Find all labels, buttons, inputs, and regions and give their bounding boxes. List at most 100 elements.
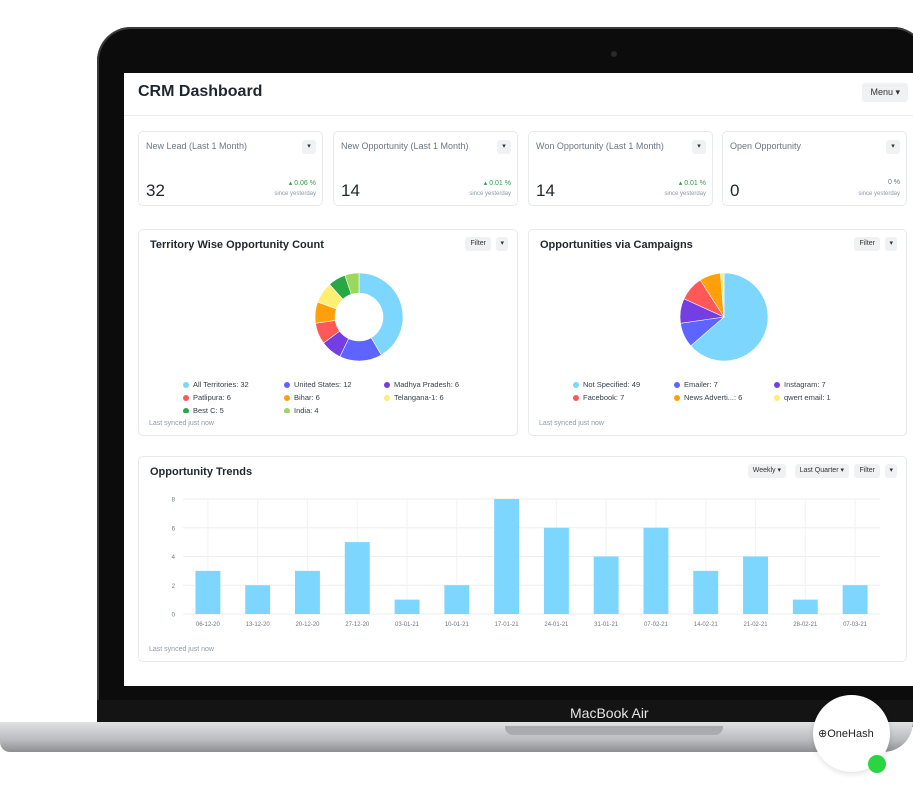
- legend-dot: [284, 395, 290, 402]
- device-label: MacBook Air: [570, 705, 649, 721]
- legend-label: News Adverti...: 6: [684, 393, 743, 402]
- page-title: CRM Dashboard: [138, 83, 263, 100]
- bar-31-01-21[interactable]: [593, 556, 619, 615]
- bar-06-12-20[interactable]: [195, 570, 221, 614]
- legend-item[interactable]: Not Specified: 49: [573, 380, 640, 389]
- card-change: 0 %: [887, 179, 900, 186]
- x-tick-label: 17-01-21: [495, 622, 520, 628]
- legend-dot: [284, 382, 290, 389]
- pie-slice-india[interactable]: [344, 272, 360, 295]
- range-dropdown[interactable]: Last Quarter ▾: [794, 464, 849, 478]
- bar-17-01-21[interactable]: [494, 499, 520, 614]
- weekly-dropdown[interactable]: Weekly ▾: [747, 464, 786, 478]
- pie-slice-qwert-email[interactable]: [720, 272, 725, 318]
- territory-legend: All Territories: 32 United States: 12 Madh…: [183, 380, 513, 413]
- legend-label: qwert email: 1: [784, 393, 831, 402]
- legend-item[interactable]: Facebook: 7: [573, 393, 624, 402]
- number-card-new-opportunity: New Opportunity (Last 1 Month) ▾ 14 ▴ 0.…: [333, 131, 518, 206]
- synced-text: Last synced just now: [149, 420, 214, 427]
- legend-item[interactable]: News Adverti...: 6: [674, 393, 742, 402]
- x-tick-label: 10-01-21: [445, 622, 470, 628]
- card-title: Won Opportunity (Last 1 Month): [536, 141, 664, 151]
- x-tick-label: 27-12-20: [345, 622, 370, 628]
- legend-dot: [674, 382, 680, 389]
- legend-label: Bihar: 6: [294, 393, 320, 402]
- y-tick-label: 8: [172, 498, 176, 504]
- card-dropdown-icon[interactable]: ▾: [302, 140, 316, 154]
- filter-button[interactable]: Filter: [465, 237, 491, 251]
- legend-item[interactable]: Patlipura: 6: [183, 393, 231, 402]
- number-card-open-opportunity: Open Opportunity ▾ 0 0 % since yesterday: [722, 131, 907, 206]
- legend-label: Madhya Pradesh: 6: [394, 380, 460, 389]
- chevron-down-icon[interactable]: ▾: [885, 237, 897, 251]
- card-value: 0: [730, 181, 740, 200]
- legend-dot: [774, 395, 780, 402]
- legend-dot: [573, 395, 579, 402]
- legend-item[interactable]: Madhya Pradesh: 6: [384, 380, 459, 389]
- legend-dot: [183, 395, 189, 402]
- legend-label: Facebook: 7: [583, 393, 625, 402]
- card-title: New Opportunity (Last 1 Month): [341, 141, 469, 151]
- legend-item[interactable]: United States: 12: [284, 380, 352, 389]
- y-tick-label: 4: [172, 555, 176, 561]
- bar-03-01-21[interactable]: [394, 599, 420, 614]
- card-dropdown-icon[interactable]: ▾: [886, 140, 900, 154]
- bar-14-02-21[interactable]: [693, 570, 719, 614]
- pie-slice-not-specified[interactable]: [690, 272, 769, 362]
- legend-dot: [774, 382, 780, 389]
- legend-item[interactable]: qwert email: 1: [774, 393, 831, 402]
- menu-button[interactable]: Menu ▾: [862, 83, 908, 102]
- territory-donut-chart: [314, 272, 404, 362]
- chevron-down-icon[interactable]: ▾: [496, 237, 508, 251]
- status-dot: [868, 755, 886, 773]
- chevron-down-icon[interactable]: ▾: [885, 464, 897, 478]
- bar-10-01-21[interactable]: [444, 585, 470, 614]
- x-tick-label: 28-02-21: [793, 622, 818, 628]
- y-tick-label: 0: [172, 613, 176, 619]
- legend-item[interactable]: All Territories: 32: [183, 380, 249, 389]
- legend-item[interactable]: Telangana-1: 6: [384, 393, 444, 402]
- campaign-pie-chart: [679, 272, 769, 362]
- legend-item[interactable]: Instagram: 7: [774, 380, 826, 389]
- synced-text: Last synced just now: [539, 420, 604, 427]
- legend-item[interactable]: Emailer: 7: [674, 380, 718, 389]
- legend-item[interactable]: India: 4: [284, 406, 319, 413]
- card-title: Open Opportunity: [730, 141, 802, 151]
- filter-button[interactable]: Filter: [854, 464, 880, 478]
- x-tick-label: 20-12-20: [295, 622, 320, 628]
- camera-dot: [611, 51, 617, 57]
- bar-07-03-21[interactable]: [842, 585, 868, 614]
- card-value: 32: [146, 181, 165, 200]
- campaign-legend: Not Specified: 49 Emailer: 7 Instagram: 7 F…: [573, 380, 903, 410]
- campaign-chart-card: Opportunities via Campaigns Filter ▾ Not…: [528, 229, 907, 436]
- x-tick-label: 07-02-21: [644, 622, 669, 628]
- synced-text: Last synced just now: [149, 646, 214, 653]
- legend-item[interactable]: Best C: 5: [183, 406, 224, 413]
- card-dropdown-icon[interactable]: ▾: [497, 140, 511, 154]
- legend-item[interactable]: Bihar: 6: [284, 393, 320, 402]
- chart-title: Opportunity Trends: [150, 466, 253, 478]
- pie-slice-all-territories[interactable]: [358, 272, 404, 356]
- legend-dot: [384, 395, 390, 402]
- card-dropdown-icon[interactable]: ▾: [692, 140, 706, 154]
- onehash-logo: ⊕OneHash: [818, 727, 874, 740]
- bar-24-01-21[interactable]: [543, 527, 569, 614]
- bar-28-02-21[interactable]: [792, 599, 818, 614]
- bar-13-12-20[interactable]: [245, 585, 271, 614]
- card-change: ▴ 0.06 %: [288, 180, 316, 187]
- chart-title: Opportunities via Campaigns: [540, 239, 693, 251]
- bar-21-02-21[interactable]: [743, 556, 768, 615]
- card-since: since yesterday: [664, 191, 706, 197]
- legend-label: Instagram: 7: [784, 380, 826, 389]
- bar-27-12-20[interactable]: [344, 542, 370, 614]
- filter-button[interactable]: Filter: [854, 237, 880, 251]
- number-card-won-opportunity: Won Opportunity (Last 1 Month) ▾ 14 ▴ 0.…: [528, 131, 713, 206]
- number-card-new-lead: New Lead (Last 1 Month) ▾ 32 ▴ 0.06 % si…: [138, 131, 323, 206]
- card-since: since yesterday: [858, 191, 900, 197]
- trends-chart-card: Opportunity Trends Weekly ▾ Last Quarter…: [138, 456, 907, 662]
- legend-label: Telangana-1: 6: [394, 393, 444, 402]
- trends-bar-chart: 0 2 4 6 8 06-12-20 13-12-20 20-12-20 27-12-20 03-…: [172, 498, 880, 628]
- legend-dot: [183, 382, 189, 389]
- bar-20-12-20[interactable]: [295, 570, 320, 614]
- bar-07-02-21[interactable]: [643, 527, 669, 614]
